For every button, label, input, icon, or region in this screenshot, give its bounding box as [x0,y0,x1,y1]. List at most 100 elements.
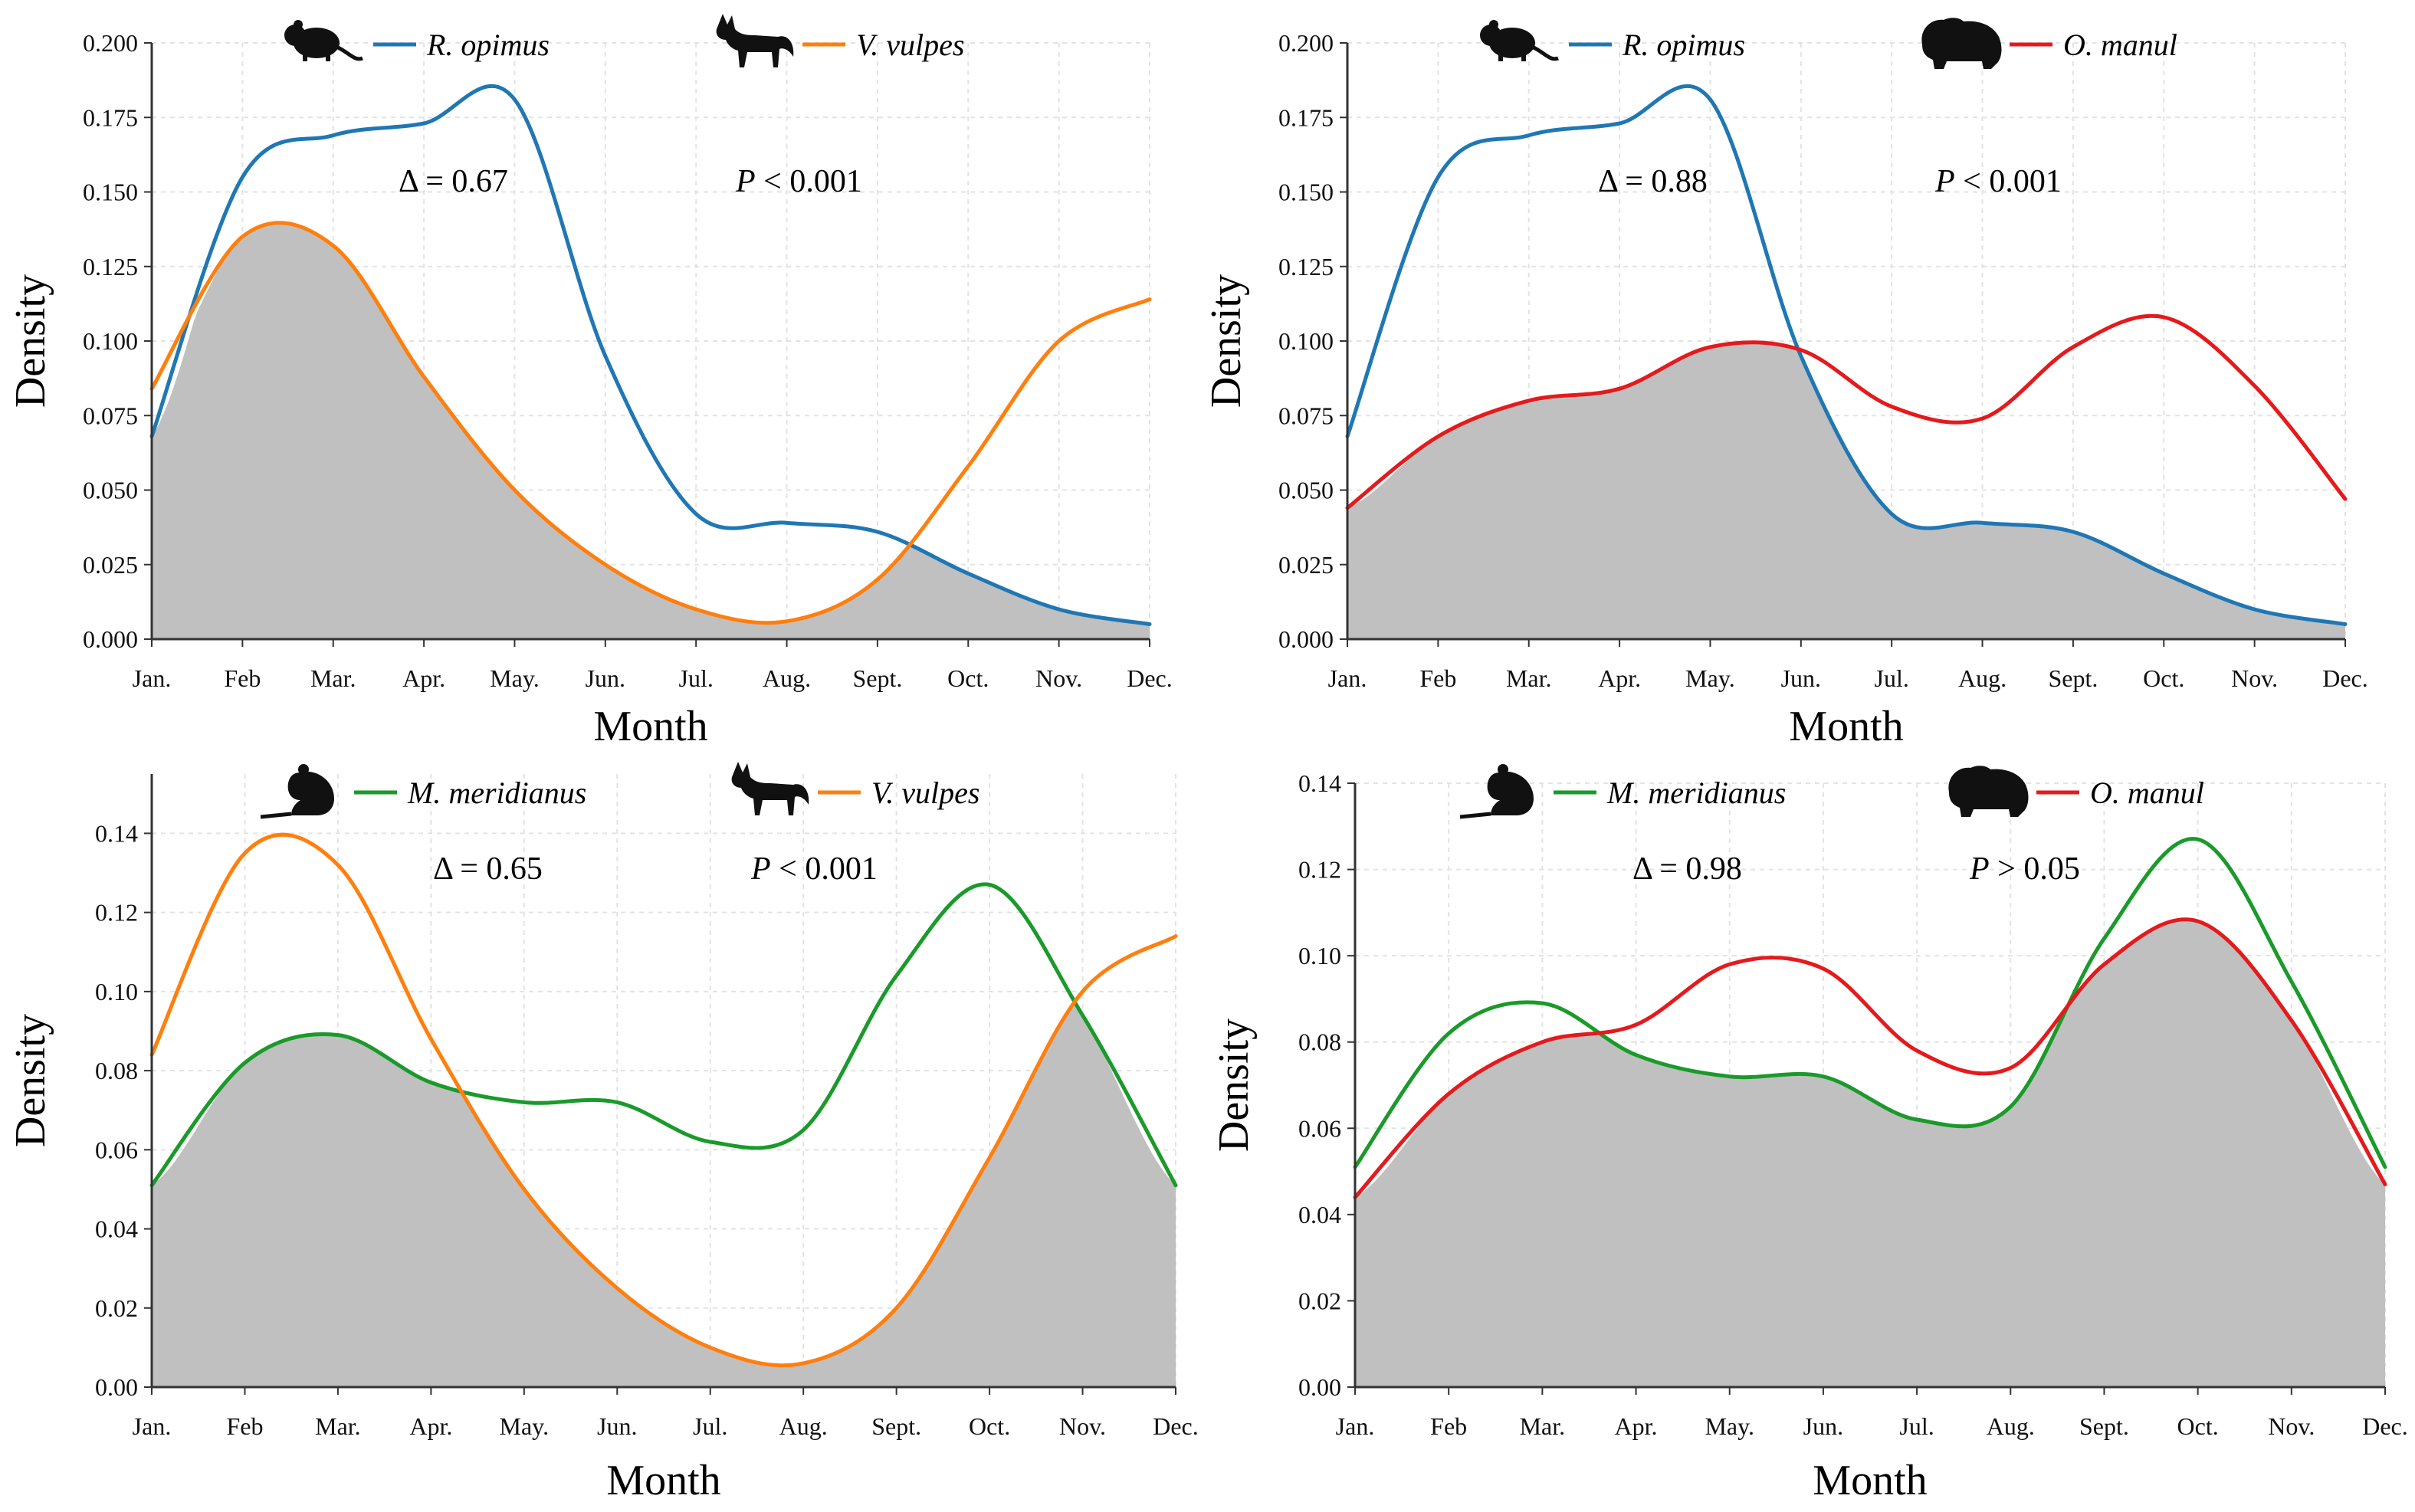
gerbil-head [284,25,306,46]
p-value: P < 0.001 [735,164,862,199]
x-tick-label: Dec. [1127,664,1173,692]
series-line-2 [149,832,1178,1368]
x-tick-label: Mar. [1506,664,1552,692]
panel-bottom-right: 0.00 0.02 0.04 0.06 0.08 0.10 0.12 0.14 Jan. Feb M… [1210,764,2408,1504]
gerbil-leg [1521,54,1526,61]
x-tick-label: Jul. [1875,664,1909,692]
gerbil-tail [1532,45,1559,61]
y-tick-label: 0.02 [1298,1287,1341,1314]
legend-label: V. vulpes [856,28,964,62]
p-symbol: P [735,164,756,199]
y-tick-label: 0.125 [1278,253,1334,280]
p-rest: < 0.001 [756,164,862,199]
fox-body [716,14,794,67]
y-tick-label: 0.075 [83,402,138,429]
x-tick-label: Oct. [969,1412,1010,1440]
y-tick-label: 0.08 [95,1057,138,1084]
x-tick-label: Aug. [763,664,811,692]
legend-label: M. meridianus [1606,776,1786,810]
x-tick-label: Aug. [1958,664,2006,692]
x-tick-label: Nov. [1059,1412,1106,1440]
x-tick-label: Dec. [1153,1412,1199,1440]
x-tick-label: Jun. [597,1412,637,1440]
y-tick-label: 0.04 [1298,1201,1341,1228]
gerbil-leg [1498,54,1503,61]
y-tick-label: 0.175 [1278,103,1334,131]
overlap-coefficient: Δ = 0.67 [399,164,508,199]
y-tick-label: 0.02 [95,1294,138,1322]
gerbil-tail [336,45,363,61]
y-tick-label: 0.10 [1298,942,1341,969]
gerbil-head [1480,25,1501,46]
series-line-1 [1345,84,2348,626]
y-tick-label: 0.125 [83,253,138,280]
y-tick-label: 0.000 [1278,625,1334,653]
x-tick-label: Jun. [586,664,625,692]
y-axis-title: Density [7,1014,54,1147]
x-tick-label: Jan. [1328,664,1367,692]
jird-icon [260,764,334,819]
series-line-1 [149,882,1178,1188]
series-line-2 [1353,917,2387,1199]
overlap-coefficient: Δ = 0.98 [1632,851,1742,887]
x-tick-label: Apr. [1598,664,1641,692]
gerbil-leg [303,54,307,61]
y-tick-label: 0.200 [1278,29,1334,57]
x-tick-label: Feb [1430,1412,1467,1440]
overlap-area [1347,342,2345,639]
x-tick-label: Jan. [1336,1412,1375,1440]
x-tick-label: May. [1705,1412,1754,1440]
jird-ear [298,764,309,775]
x-tick-label: Mar. [310,664,356,692]
x-tick-label: Jun. [1803,1412,1843,1440]
x-tick-label: Oct. [2143,664,2184,692]
gerbil-ear [1489,20,1498,29]
y-tick-label: 0.000 [83,625,138,653]
overlap-area [152,1002,1176,1387]
y-tick-label: 0.14 [1298,769,1341,797]
legend-label: R. opimus [426,28,550,62]
gerbil-icon [1480,20,1559,61]
overlap-coefficient: Δ = 0.88 [1598,164,1708,199]
y-axis-title: Density [1203,274,1250,408]
x-tick-label: Sept. [2079,1412,2129,1440]
x-axis-title: Month [1789,703,1903,750]
legend-label: O. manul [2063,28,2177,62]
x-tick-label: Jul. [693,1412,727,1440]
overlap-coefficient: Δ = 0.65 [433,851,543,887]
y-tick-label: 0.075 [1278,402,1334,429]
gerbil-leg [326,54,330,61]
x-tick-label: Aug. [1987,1412,2035,1440]
manul-icon [1948,766,2029,817]
y-tick-label: 0.04 [95,1215,138,1243]
x-tick-label: Aug. [779,1412,828,1440]
y-tick-label: 0.00 [95,1373,138,1401]
x-axis-title: Month [606,1457,720,1504]
y-axis-title: Density [7,274,54,408]
x-tick-label: May. [1685,664,1735,692]
x-tick-label: Feb [226,1412,263,1440]
panel-top-left: 0.000 0.025 0.050 0.075 0.100 0.125 0.150 0.175… [7,14,1173,750]
p-symbol: P [1934,164,1955,199]
overlap-area [1355,919,2385,1387]
x-axis-title: Month [1813,1457,1927,1504]
manul-icon [1921,18,2002,69]
y-tick-label: 0.025 [1278,551,1334,579]
x-tick-label: Sept. [871,1412,921,1440]
x-tick-label: Jul. [679,664,714,692]
jird-icon [1459,764,1534,819]
x-tick-label: Feb [224,664,261,692]
y-tick-label: 0.150 [1278,179,1334,206]
legend-label: R. opimus [1622,28,1745,62]
fox-icon [731,762,809,815]
x-tick-label: Dec. [2362,1412,2408,1440]
x-tick-label: Jul. [1899,1412,1934,1440]
x-tick-label: Nov. [2268,1412,2315,1440]
legend-label: M. meridianus [407,776,586,810]
y-tick-label: 0.025 [83,551,138,579]
x-tick-label: Feb [1419,664,1456,692]
y-axis-title: Density [1210,1018,1258,1152]
jird-body [287,771,334,815]
